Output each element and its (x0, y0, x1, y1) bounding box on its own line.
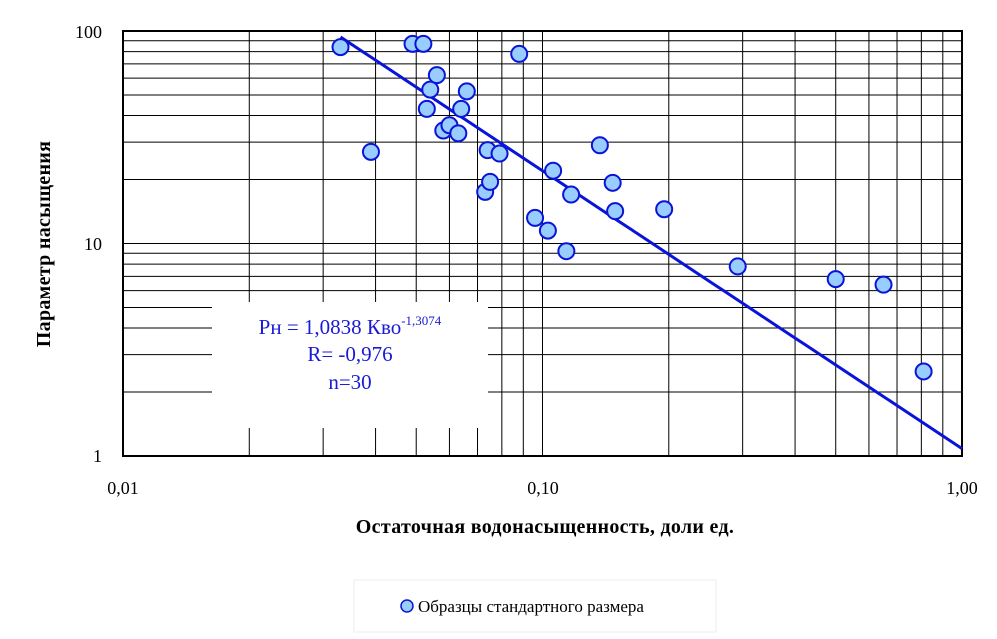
data-point (414, 34, 433, 53)
data-point (421, 80, 440, 99)
data-point (826, 270, 845, 289)
x-axis-title: Остаточная водонасыщенность, доли ед. (356, 516, 734, 538)
data-point (655, 200, 674, 219)
data-points (331, 34, 933, 381)
legend-marker (400, 599, 414, 613)
grid (123, 31, 962, 456)
data-point (603, 173, 622, 192)
data-point (562, 185, 581, 204)
data-point (544, 161, 563, 180)
data-point (490, 144, 509, 163)
equation-box (212, 302, 488, 428)
equation-label: Рн = 1,0838 Кво-1,3074 (259, 313, 442, 339)
tick-labels: 100 10 1 0,01 0,10 1,00 (75, 22, 978, 498)
data-point (452, 99, 471, 118)
data-point (427, 66, 446, 85)
data-point (510, 44, 529, 63)
data-point (606, 202, 625, 221)
equation-exponent: -1,3074 (401, 313, 442, 328)
data-point (526, 208, 545, 227)
data-point (449, 124, 468, 143)
y-axis-title: Параметр насыщения (33, 141, 55, 347)
plot-area-border (122, 30, 963, 457)
legend-frame (353, 579, 717, 633)
data-point (331, 38, 350, 57)
data-point (914, 362, 933, 381)
x-tick-label: 0,01 (107, 478, 139, 498)
y-tick-label: 100 (75, 22, 102, 42)
trendline (339, 35, 963, 450)
legend-label: Образцы стандартного размера (418, 597, 644, 616)
equation-main: Рн = 1,0838 Кво (259, 315, 402, 339)
data-point (874, 275, 893, 294)
x-tick-label: 1,00 (946, 478, 978, 498)
data-point (728, 257, 747, 276)
data-point (557, 242, 576, 261)
x-tick-label: 0,10 (527, 478, 559, 498)
n-count-label: n=30 (328, 370, 371, 394)
data-point (361, 142, 380, 161)
data-point (457, 82, 476, 101)
y-tick-label: 10 (84, 234, 102, 254)
r-value-label: R= -0,976 (307, 342, 392, 366)
data-point (417, 99, 436, 118)
data-point (538, 221, 557, 240)
data-point (481, 172, 500, 191)
legend: Образцы стандартного размера (353, 579, 717, 633)
y-tick-label: 1 (93, 446, 102, 466)
data-point (590, 136, 609, 155)
